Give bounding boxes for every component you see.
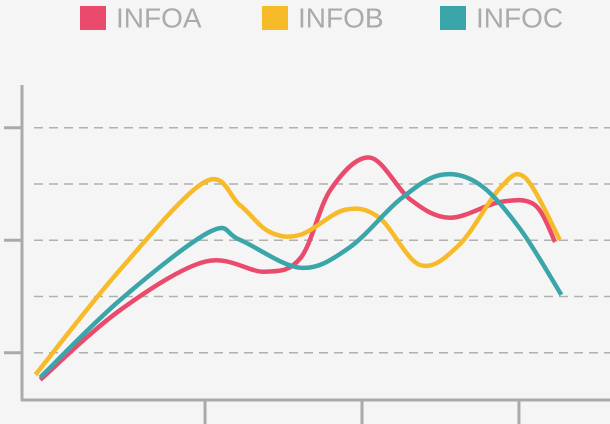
legend-swatch <box>262 6 288 30</box>
legend-label: INFOA <box>116 2 202 33</box>
legend-swatch <box>440 6 466 30</box>
legend-label: INFOC <box>476 2 563 33</box>
series-line <box>33 171 562 377</box>
legend-label: INFOB <box>298 2 384 33</box>
series-line <box>38 171 564 380</box>
legend-swatch <box>80 6 106 30</box>
